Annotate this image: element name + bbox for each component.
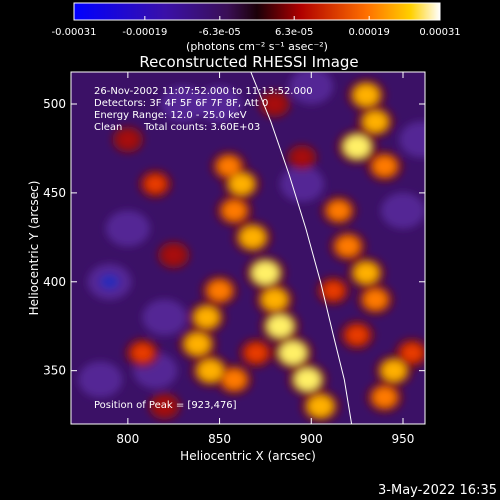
emission-blob [240, 226, 265, 248]
background-blob [197, 86, 242, 122]
emission-blob [217, 156, 240, 176]
colorbar-tick-label: -0.00031 [52, 27, 97, 38]
emission-blob [264, 95, 285, 113]
emission-blob [154, 397, 175, 415]
solar-limb-line [250, 72, 353, 424]
heatmap-layer [78, 72, 425, 423]
emission-blob [245, 343, 267, 362]
emission-blob [323, 281, 344, 300]
emission-blob [267, 315, 293, 337]
chart-title: Reconstructed RHESSI Image [139, 53, 358, 71]
colorbar-tick-label: 0.00031 [419, 27, 460, 38]
y-axis-label: Heliocentric Y (arcsec) [27, 181, 41, 316]
emission-blob [363, 111, 388, 132]
emission-blob [336, 236, 360, 256]
emission-blob [364, 289, 387, 310]
emission-blob [354, 84, 379, 106]
emission-blob [401, 343, 423, 362]
emission-blob [145, 175, 166, 193]
colorbar [73, 2, 441, 21]
emission-blob [344, 135, 371, 158]
annotation-time: 26-Nov-2002 11:07:52.000 to 11:13:52.000 [94, 86, 313, 97]
emission-blob [198, 360, 223, 382]
background-blob [160, 86, 205, 122]
background-blob [142, 299, 187, 336]
y-tick-label: 350 [43, 364, 66, 378]
x-tick-label: 850 [208, 432, 231, 446]
emission-blob [163, 246, 184, 264]
annotation-detectors: Detectors: 3F 4F 5F 6F 7F 8F, Att 0 [94, 98, 268, 109]
emission-blob [373, 156, 397, 176]
emission-blob [295, 368, 321, 391]
background-blob [99, 273, 120, 290]
emission-blob [222, 369, 246, 390]
y-tick-label: 400 [43, 275, 66, 289]
emission-blob [327, 201, 350, 221]
emission-blob [222, 200, 246, 221]
background-blob [399, 121, 425, 158]
colorbar-tick-label: 0.00019 [348, 27, 389, 38]
emission-blob [279, 341, 306, 364]
colorbar-tick-label: 6.3e-05 [275, 27, 313, 38]
y-tick-label: 500 [43, 97, 66, 111]
emission-blob [229, 173, 254, 195]
emission-blob [208, 280, 231, 301]
annotation-peak: Position of Peak = [923,476] [94, 400, 237, 411]
colorbar-tick-label: -0.00019 [122, 27, 167, 38]
background-blob [289, 72, 334, 105]
annotation-counts: Total counts: 3.60E+03 [143, 122, 260, 133]
background-blob [280, 166, 325, 202]
emission-blob [252, 261, 279, 284]
emission-blob [346, 326, 368, 345]
colorbar-ticks: -0.00031 -0.00019 -6.3e-05 6.3e-05 0.00019 0.… [52, 16, 461, 38]
colorbar-tick-label: -6.3e-05 [199, 27, 241, 38]
y-tick-label: 450 [43, 186, 66, 200]
annotation-energy: Energy Range: 12.0 - 25.0 keV [94, 110, 247, 121]
emission-blob [131, 343, 154, 362]
x-axis-label: Heliocentric X (arcsec) [180, 449, 316, 463]
annotation-clean: Clean [94, 122, 122, 133]
emission-blob [185, 333, 210, 355]
emission-blob [382, 360, 406, 381]
background-blob [105, 210, 150, 247]
emission-blob [354, 262, 379, 283]
axis-ticks: 800 850 900 950 350 400 450 500 [43, 72, 425, 446]
footer-date: 3-May-2022 16:35 [378, 483, 497, 498]
x-tick-label: 800 [116, 432, 139, 446]
emission-blob [293, 149, 312, 165]
background-blob [78, 361, 123, 398]
background-blob [380, 192, 425, 229]
emission-blob [194, 307, 219, 328]
emission-blob [118, 131, 138, 148]
x-tick-label: 950 [392, 432, 415, 446]
emission-blob [373, 387, 397, 408]
colorbar-unit-label: (photons cm⁻² s⁻¹ asec⁻²) [186, 40, 328, 53]
emission-blob [262, 289, 287, 310]
plot-frame [70, 71, 426, 425]
emission-blob [308, 395, 333, 417]
x-tick-label: 900 [300, 432, 323, 446]
